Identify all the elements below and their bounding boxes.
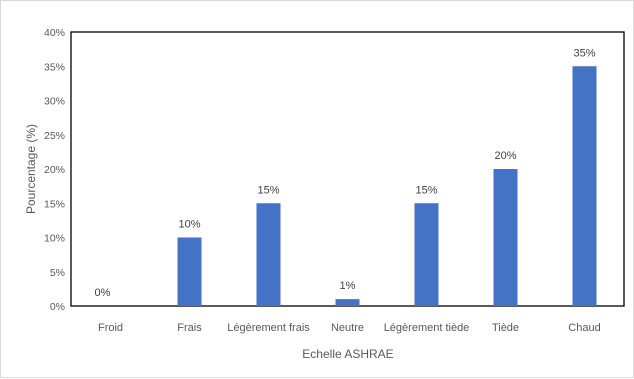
data-label: 0% (95, 287, 111, 299)
y-tick-label: 0% (50, 301, 65, 313)
data-label: 20% (494, 150, 516, 162)
y-tick-label: 40% (44, 27, 65, 39)
data-label: 1% (340, 280, 356, 292)
x-axis-title: Echelle ASHRAE (302, 347, 393, 361)
x-category-label: Chaud (568, 322, 600, 334)
bar (493, 169, 518, 306)
y-tick-label: 5% (50, 267, 65, 279)
y-tick-label: 10% (44, 233, 65, 245)
x-category-label: Légèrement tiède (384, 322, 470, 334)
y-tick-label: 15% (44, 198, 65, 210)
bar (177, 237, 202, 306)
data-label: 35% (573, 47, 595, 59)
y-tick-label: 30% (44, 96, 65, 108)
bar (572, 66, 597, 306)
x-category-label: Froid (98, 322, 123, 334)
x-category-label: Frais (177, 322, 202, 334)
plot-area-border (70, 31, 625, 307)
data-label: 10% (178, 219, 200, 231)
x-category-label: Tiède (492, 322, 519, 334)
bar (414, 203, 439, 306)
bar (335, 299, 360, 306)
y-tick-label: 20% (44, 164, 65, 176)
bar (256, 203, 281, 306)
y-tick-label: 25% (44, 130, 65, 142)
x-category-label: Neutre (331, 322, 364, 334)
data-label: 15% (257, 184, 279, 196)
y-axis-title: Pourcentage (%) (24, 124, 38, 214)
data-label: 15% (415, 184, 437, 196)
y-tick-label: 35% (44, 61, 65, 73)
x-category-label: Légèrement frais (227, 322, 310, 334)
